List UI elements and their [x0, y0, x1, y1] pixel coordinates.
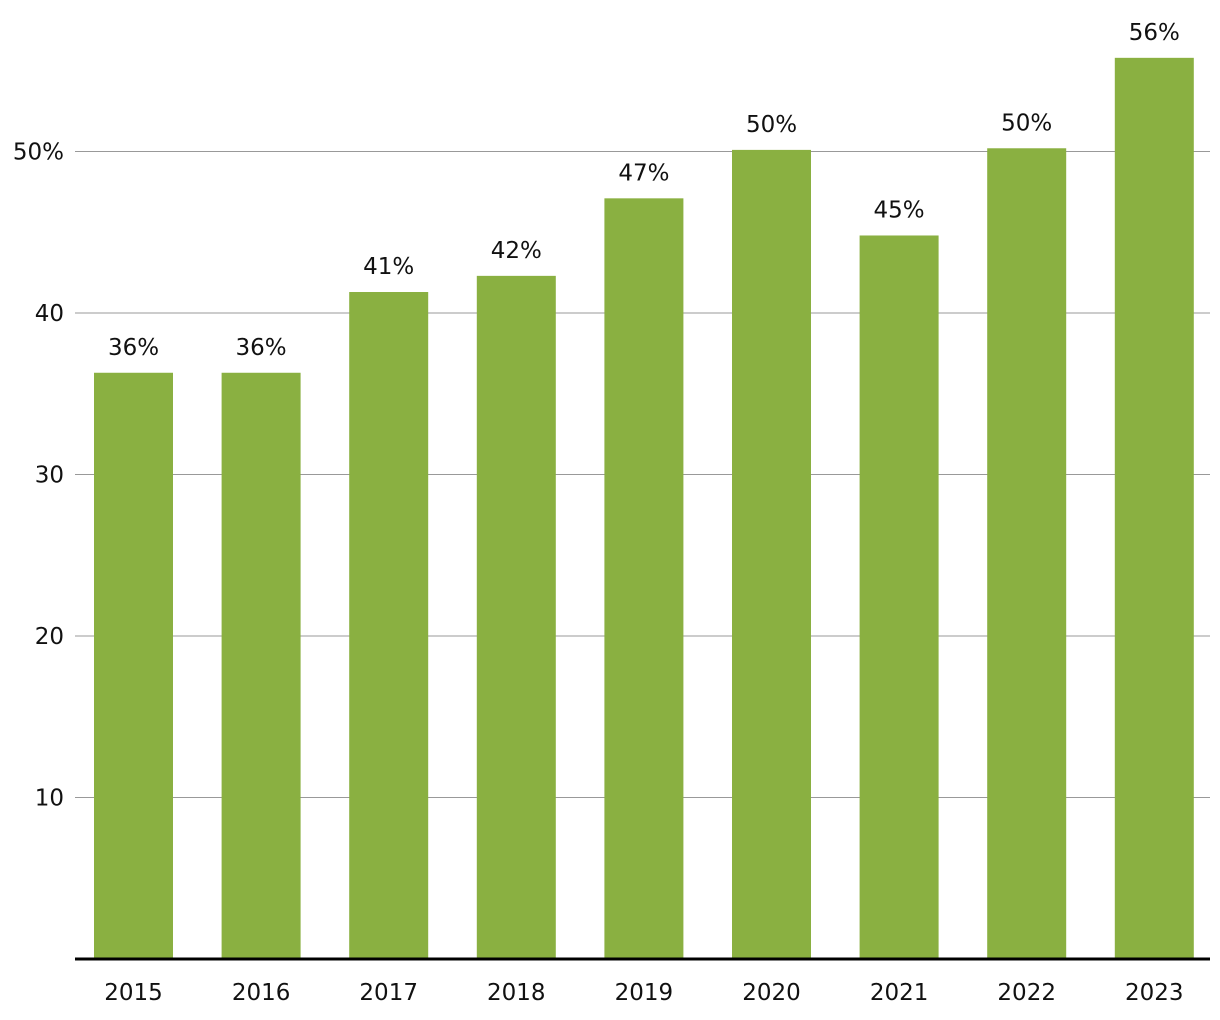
data-label: 56% [1129, 20, 1180, 46]
x-tick-label: 2023 [1125, 980, 1184, 1006]
x-tick-label: 2019 [615, 980, 674, 1006]
data-label: 42% [491, 238, 542, 264]
bar-2020 [732, 149, 811, 959]
x-tick-label: 2020 [742, 980, 801, 1006]
data-label: 36% [236, 335, 287, 361]
bar-2019 [604, 198, 684, 959]
data-label: 41% [363, 254, 414, 280]
y-tick-label: 50% [13, 140, 64, 166]
data-label: 36% [108, 335, 159, 361]
y-tick-label: 10 [35, 786, 64, 812]
y-tick-label: 20 [35, 624, 64, 650]
bar-2023 [1114, 57, 1194, 959]
x-axis-ticks: 2015 2016 2017 2018 2019 2020 2021 2022 2023 [104, 980, 1183, 1006]
y-tick-label: 40 [35, 301, 64, 327]
bar-2021 [859, 235, 939, 960]
data-labels: 36% 36% 41% 42% 47% 50% 45% 50% 56% [108, 20, 1180, 361]
bar-2018 [476, 275, 556, 960]
data-label: 45% [874, 197, 925, 223]
x-tick-label: 2016 [232, 980, 291, 1006]
y-tick-label: 30 [35, 463, 64, 489]
bars [94, 57, 1194, 960]
y-axis-ticks: 10 20 30 40 50% [13, 140, 64, 812]
data-label: 50% [1001, 110, 1052, 136]
data-label: 47% [618, 160, 669, 186]
x-tick-label: 2022 [997, 980, 1056, 1006]
bar-2017 [349, 292, 429, 959]
bar-2015 [94, 372, 173, 959]
x-tick-label: 2017 [359, 980, 418, 1006]
x-tick-label: 2021 [870, 980, 929, 1006]
data-label: 50% [746, 112, 797, 138]
bar-2022 [987, 148, 1067, 959]
bar-2016 [221, 372, 301, 959]
x-tick-label: 2015 [104, 980, 163, 1006]
x-tick-label: 2018 [487, 980, 546, 1006]
